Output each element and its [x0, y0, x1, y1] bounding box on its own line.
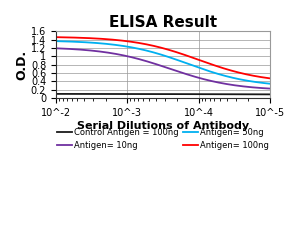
Antigen= 100ng — [54, 36, 58, 39]
Antigen= 100ng — [182, 53, 185, 56]
Antigen= 100ng — [156, 45, 159, 48]
Antigen= 10ng — [156, 63, 159, 66]
Antigen= 50ng — [157, 52, 160, 56]
Antigen= 50ng — [263, 82, 267, 85]
Antigen= 50ng — [170, 56, 173, 59]
Line: Antigen= 100ng: Antigen= 100ng — [56, 37, 270, 78]
Antigen= 10ng — [182, 72, 185, 75]
Antigen= 10ng — [230, 83, 233, 86]
Antigen= 100ng — [157, 46, 160, 48]
Antigen= 50ng — [54, 40, 58, 43]
Antigen= 100ng — [268, 77, 272, 80]
Line: Antigen= 50ng: Antigen= 50ng — [56, 41, 270, 84]
Antigen= 100ng — [230, 69, 233, 72]
Control Antigen = 100ng — [170, 92, 173, 96]
Control Antigen = 100ng — [263, 93, 267, 96]
Control Antigen = 100ng — [156, 92, 159, 96]
Control Antigen = 100ng — [230, 93, 233, 96]
Antigen= 10ng — [54, 47, 58, 50]
Legend: Control Antigen = 100ng, Antigen= 10ng, Antigen= 50ng, Antigen= 100ng: Control Antigen = 100ng, Antigen= 10ng, … — [57, 128, 269, 150]
Control Antigen = 100ng — [54, 92, 58, 96]
Antigen= 50ng — [268, 82, 272, 85]
Antigen= 100ng — [170, 49, 173, 52]
Control Antigen = 100ng — [268, 93, 272, 96]
Antigen= 50ng — [156, 52, 159, 55]
Control Antigen = 100ng — [182, 92, 185, 96]
Y-axis label: O.D.: O.D. — [15, 50, 28, 80]
Antigen= 10ng — [170, 68, 173, 71]
Antigen= 10ng — [157, 64, 160, 66]
Antigen= 100ng — [263, 76, 267, 79]
Antigen= 50ng — [230, 76, 233, 79]
Antigen= 50ng — [182, 60, 185, 64]
Line: Antigen= 10ng: Antigen= 10ng — [56, 48, 270, 88]
Control Antigen = 100ng — [157, 92, 160, 96]
X-axis label: Serial Dilutions of Antibody: Serial Dilutions of Antibody — [77, 120, 249, 130]
Title: ELISA Result: ELISA Result — [109, 15, 217, 30]
Antigen= 10ng — [263, 87, 267, 90]
Antigen= 10ng — [268, 87, 272, 90]
